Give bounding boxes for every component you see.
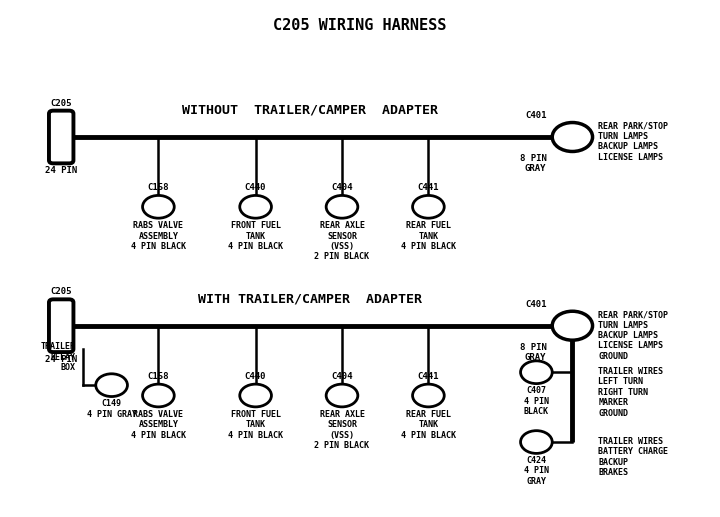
Circle shape	[240, 384, 271, 407]
Text: TRAILER
RELAY
BOX: TRAILER RELAY BOX	[40, 342, 76, 372]
Text: REAR FUEL
TANK
4 PIN BLACK: REAR FUEL TANK 4 PIN BLACK	[401, 410, 456, 440]
Text: C440: C440	[245, 372, 266, 381]
Text: C401: C401	[525, 300, 546, 309]
Text: REAR AXLE
SENSOR
(VSS)
2 PIN BLACK: REAR AXLE SENSOR (VSS) 2 PIN BLACK	[315, 221, 369, 262]
Text: C441: C441	[418, 184, 439, 192]
Text: RABS VALVE
ASSEMBLY
4 PIN BLACK: RABS VALVE ASSEMBLY 4 PIN BLACK	[131, 221, 186, 251]
Text: 8 PIN
GRAY: 8 PIN GRAY	[520, 154, 546, 174]
Text: REAR PARK/STOP
TURN LAMPS
BACKUP LAMPS
LICENSE LAMPS: REAR PARK/STOP TURN LAMPS BACKUP LAMPS L…	[598, 121, 668, 162]
Circle shape	[413, 195, 444, 218]
Text: RABS VALVE
ASSEMBLY
4 PIN BLACK: RABS VALVE ASSEMBLY 4 PIN BLACK	[131, 410, 186, 440]
Circle shape	[552, 311, 593, 340]
Text: C149
4 PIN GRAY: C149 4 PIN GRAY	[86, 399, 137, 419]
Text: C404: C404	[331, 372, 353, 381]
Circle shape	[96, 374, 127, 397]
FancyBboxPatch shape	[49, 299, 73, 352]
Text: C205: C205	[50, 99, 72, 108]
Circle shape	[413, 384, 444, 407]
Circle shape	[552, 123, 593, 151]
Text: FRONT FUEL
TANK
4 PIN BLACK: FRONT FUEL TANK 4 PIN BLACK	[228, 410, 283, 440]
Text: C205: C205	[50, 287, 72, 296]
Circle shape	[143, 384, 174, 407]
Text: 8 PIN
GRAY: 8 PIN GRAY	[520, 343, 546, 362]
Text: C440: C440	[245, 184, 266, 192]
Circle shape	[521, 431, 552, 453]
Circle shape	[143, 195, 174, 218]
Text: WITH TRAILER/CAMPER  ADAPTER: WITH TRAILER/CAMPER ADAPTER	[197, 292, 422, 305]
Circle shape	[240, 195, 271, 218]
Circle shape	[326, 384, 358, 407]
Text: REAR FUEL
TANK
4 PIN BLACK: REAR FUEL TANK 4 PIN BLACK	[401, 221, 456, 251]
Text: FRONT FUEL
TANK
4 PIN BLACK: FRONT FUEL TANK 4 PIN BLACK	[228, 221, 283, 251]
FancyBboxPatch shape	[49, 111, 73, 163]
Text: REAR AXLE
SENSOR
(VSS)
2 PIN BLACK: REAR AXLE SENSOR (VSS) 2 PIN BLACK	[315, 410, 369, 450]
Text: C424
4 PIN
GRAY: C424 4 PIN GRAY	[524, 456, 549, 486]
Text: C401: C401	[525, 111, 546, 120]
Text: C407
4 PIN
BLACK: C407 4 PIN BLACK	[524, 386, 549, 416]
Text: C158: C158	[148, 184, 169, 192]
Circle shape	[326, 195, 358, 218]
Text: C158: C158	[148, 372, 169, 381]
Text: 24 PIN: 24 PIN	[45, 355, 77, 364]
Circle shape	[521, 361, 552, 384]
Text: TRAILER WIRES
LEFT TURN
RIGHT TURN
MARKER
GROUND: TRAILER WIRES LEFT TURN RIGHT TURN MARKE…	[598, 367, 663, 418]
Text: C205 WIRING HARNESS: C205 WIRING HARNESS	[274, 18, 446, 33]
Text: 24 PIN: 24 PIN	[45, 166, 77, 175]
Text: C404: C404	[331, 184, 353, 192]
Text: TRAILER WIRES
BATTERY CHARGE
BACKUP
BRAKES: TRAILER WIRES BATTERY CHARGE BACKUP BRAK…	[598, 437, 668, 477]
Text: C441: C441	[418, 372, 439, 381]
Text: WITHOUT  TRAILER/CAMPER  ADAPTER: WITHOUT TRAILER/CAMPER ADAPTER	[181, 103, 438, 116]
Text: REAR PARK/STOP
TURN LAMPS
BACKUP LAMPS
LICENSE LAMPS
GROUND: REAR PARK/STOP TURN LAMPS BACKUP LAMPS L…	[598, 310, 668, 361]
